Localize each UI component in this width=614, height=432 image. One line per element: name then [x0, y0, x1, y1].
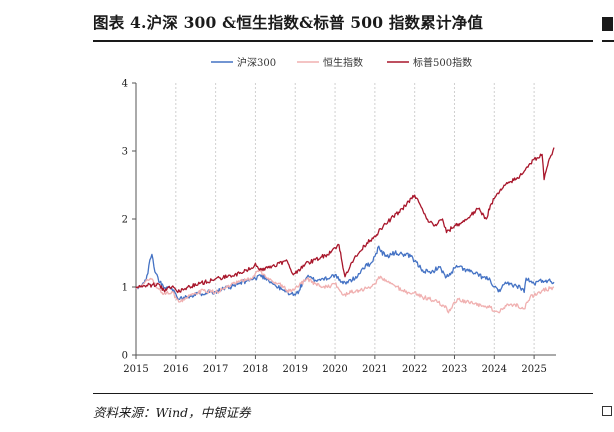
source-rule — [93, 393, 593, 394]
legend-label-1: 恒生指数 — [323, 56, 363, 69]
y-tick-label: 2 — [122, 215, 128, 226]
x-tick-label: 2017 — [203, 364, 228, 375]
series-line-1 — [135, 269, 555, 314]
x-tick-label: 2024 — [482, 364, 507, 375]
y-tick-label: 4 — [122, 79, 128, 90]
legend-label-2: 标普500指数 — [413, 56, 472, 69]
chart-series-lines — [135, 147, 555, 314]
next-page-edge — [599, 0, 614, 432]
x-tick-label: 2022 — [402, 364, 427, 375]
x-tick-label: 2015 — [123, 364, 148, 375]
y-tick-label: 3 — [122, 147, 128, 158]
x-tick-label: 2016 — [163, 364, 188, 375]
series-line-0 — [135, 245, 555, 301]
title-rule — [93, 40, 593, 42]
edge-rule — [602, 40, 614, 42]
series-line-2 — [135, 147, 555, 294]
chart-title: 图表 4.沪深 300 &恒生指数&标普 500 指数累计净值 — [93, 13, 484, 32]
x-tick-label: 2020 — [322, 364, 347, 375]
legend-label-0: 沪深300 — [237, 56, 276, 69]
edge-glyph — [602, 17, 613, 31]
x-tick-label: 2019 — [283, 364, 308, 375]
x-tick-label: 2021 — [362, 364, 387, 375]
chart-legend: 沪深300 恒生指数 标普500指数 — [211, 56, 472, 69]
x-tick-label: 2023 — [442, 364, 467, 375]
x-tick-label: 2018 — [243, 364, 268, 375]
y-tick-label: 0 — [122, 351, 128, 362]
chart-axes: 0 1 2 3 4 2015 2016 2017 2018 2019 2020 2021 2022 202… — [122, 79, 556, 375]
y-tick-label: 1 — [122, 283, 128, 294]
edge-glyph-bottom — [602, 406, 612, 416]
source-note: 资料来源：Wind，中银证券 — [93, 405, 251, 420]
x-tick-label: 2025 — [521, 364, 546, 375]
